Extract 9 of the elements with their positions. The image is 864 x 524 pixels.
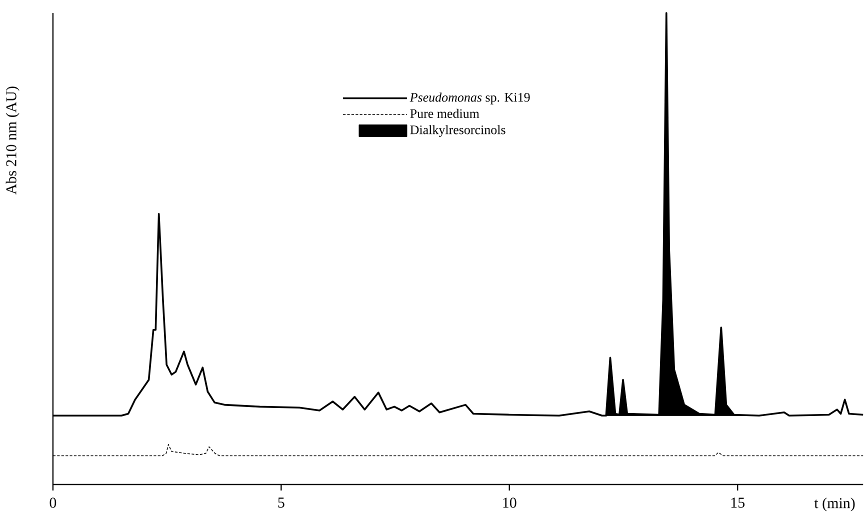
x-tick-label: 15: [731, 497, 745, 508]
x-axis-title: t (min): [814, 497, 855, 512]
legend-label: Pseudomonas sp. Ki19: [410, 92, 530, 104]
y-axis-title: Abs 210 nm (AU): [6, 86, 20, 194]
x-tick-label: 5: [278, 497, 284, 508]
x-tick-label: 10: [503, 497, 516, 508]
legend-label: Dialkylresorcinols: [410, 124, 506, 137]
x-tick-label: 0: [50, 497, 56, 508]
legend-label: Pure medium: [410, 108, 480, 118]
